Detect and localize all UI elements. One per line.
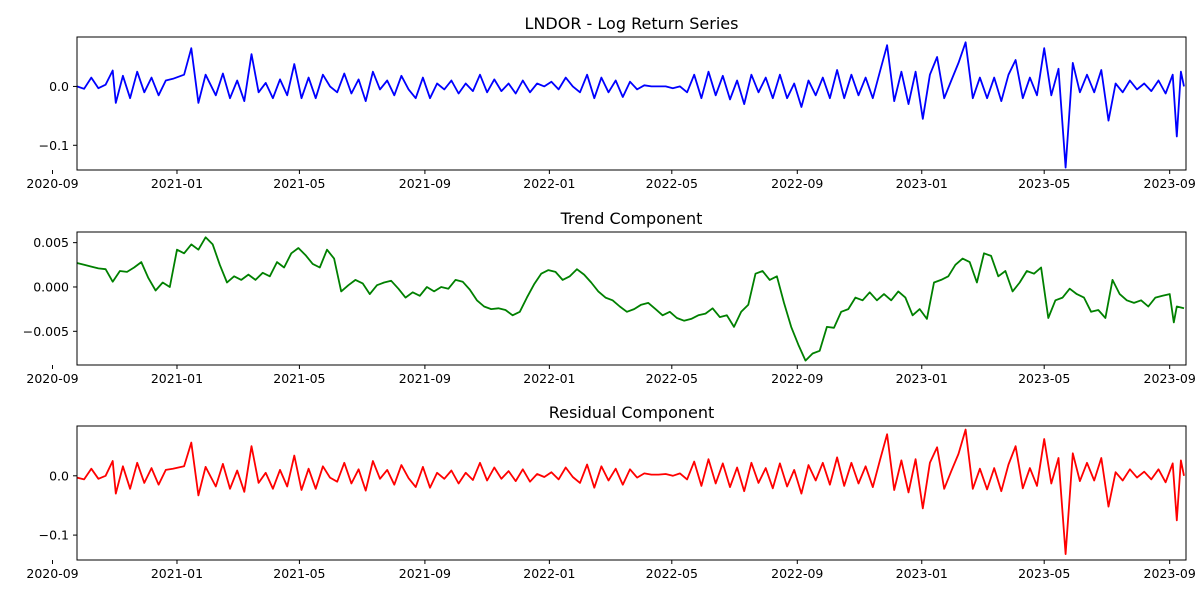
x-tick-label: 2023-01 (896, 176, 948, 191)
chart-title: Trend Component (560, 209, 703, 228)
residual-line (76, 428, 1185, 555)
axes-frame (76, 231, 1187, 366)
x-tick-label: 2022-09 (771, 566, 823, 581)
x-tick-label: 2020-09 (26, 371, 78, 386)
y-tick-label: 0.000 (33, 279, 69, 294)
log-return-line (76, 41, 1185, 169)
x-tick-label: 2021-01 (151, 371, 203, 386)
x-tick-label: 2021-05 (273, 371, 325, 386)
x-tick-label: 2021-09 (399, 371, 451, 386)
x-tick-label: 2022-09 (771, 176, 823, 191)
x-tick-label: 2022-01 (523, 176, 575, 191)
x-tick-label: 2022-09 (771, 371, 823, 386)
axes-frame (76, 36, 1187, 171)
x-tick-label: 2021-05 (273, 566, 325, 581)
x-tick-label: 2023-01 (896, 566, 948, 581)
x-tick-label: 2023-01 (896, 371, 948, 386)
x-tick-label: 2020-09 (26, 566, 78, 581)
trend-line (76, 236, 1185, 362)
x-tick-label: 2022-05 (646, 371, 698, 386)
chart-title: LNDOR - Log Return Series (525, 14, 739, 33)
axes-frame (76, 425, 1187, 561)
x-tick-label: 2023-09 (1144, 371, 1196, 386)
x-tick-label: 2022-05 (646, 566, 698, 581)
y-tick-label: −0.1 (39, 138, 69, 153)
x-tick-label: 2021-05 (273, 176, 325, 191)
y-tick-label: 0.0 (49, 468, 69, 483)
x-tick-label: 2023-05 (1018, 371, 1070, 386)
x-tick-label: 2023-09 (1144, 176, 1196, 191)
trend-panel: Trend Component 2020-09 2021-01 2021-05 2021… (23, 209, 1196, 386)
x-tick-label: 2020-09 (26, 176, 78, 191)
log-return-panel: LNDOR - Log Return Series 2020-09 2021-01 2… (26, 14, 1195, 191)
x-tick-label: 2022-01 (523, 371, 575, 386)
chart-title: Residual Component (549, 403, 715, 422)
residual-panel: Residual Component 2020-09 2021-01 2021-05 2… (26, 403, 1195, 581)
x-tick-label: 2023-05 (1018, 566, 1070, 581)
y-tick-label: −0.1 (39, 528, 69, 543)
x-tick-label: 2022-01 (523, 566, 575, 581)
x-tick-label: 2021-09 (399, 566, 451, 581)
x-tick-label: 2023-09 (1144, 566, 1196, 581)
x-tick-label: 2021-01 (151, 566, 203, 581)
x-tick-label: 2023-05 (1018, 176, 1070, 191)
y-tick-label: 0.0 (49, 79, 69, 94)
y-tick-label: −0.005 (23, 324, 69, 339)
y-tick-label: 0.005 (33, 235, 69, 250)
x-tick-label: 2021-01 (151, 176, 203, 191)
x-tick-label: 2022-05 (646, 176, 698, 191)
x-tick-label: 2021-09 (399, 176, 451, 191)
